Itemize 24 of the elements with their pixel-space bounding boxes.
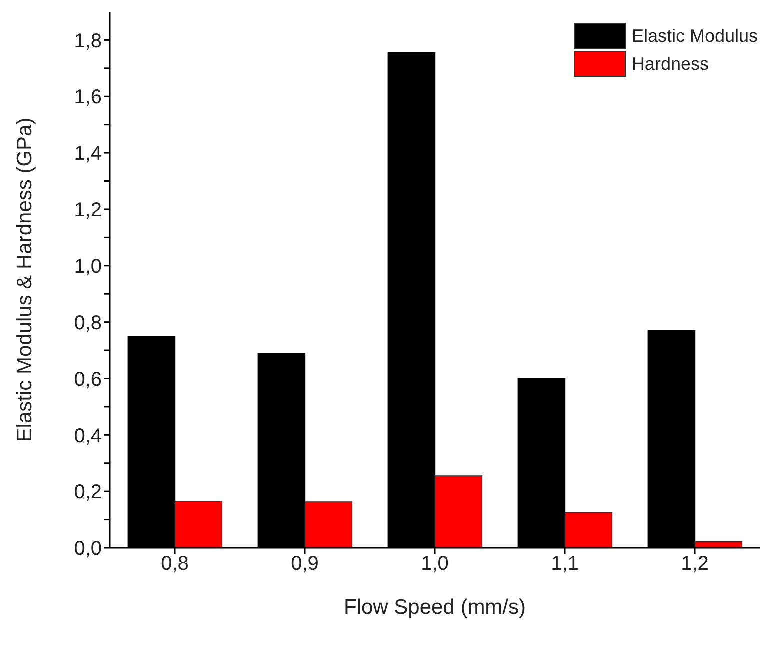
x-tick-label: 0,8	[161, 553, 189, 576]
y-tick-label: 0,0	[74, 538, 102, 560]
bar	[304, 502, 353, 548]
y-tick-label: 0,2	[74, 482, 102, 504]
y-tick-label: 1,4	[74, 143, 102, 166]
bar	[174, 501, 223, 548]
bar	[694, 541, 743, 548]
y-tick-label: 1,0	[74, 256, 102, 278]
y-tick-label: 1,2	[74, 200, 102, 222]
x-tick-label: 1,2	[681, 553, 709, 576]
legend-label: Elastic Modulus	[632, 26, 758, 46]
x-axis-title: Flow Speed (mm/s)	[344, 596, 526, 619]
x-tick-label: 1,0	[421, 553, 449, 576]
legend-label: Hardness	[632, 54, 709, 74]
y-tick-label: 0,4	[74, 425, 102, 448]
y-axis-title: Elastic Modulus & Hardness (GPa)	[13, 118, 36, 442]
x-tick-label: 1,1	[551, 553, 579, 576]
x-tick-label: 0,9	[291, 553, 319, 576]
y-tick-label: 1,8	[74, 30, 102, 52]
bar	[434, 476, 483, 548]
y-tick-label: 0,6	[74, 368, 102, 391]
bar	[564, 512, 613, 548]
y-tick-label: 0,8	[74, 312, 102, 334]
y-tick-label: 1,6	[74, 86, 102, 109]
